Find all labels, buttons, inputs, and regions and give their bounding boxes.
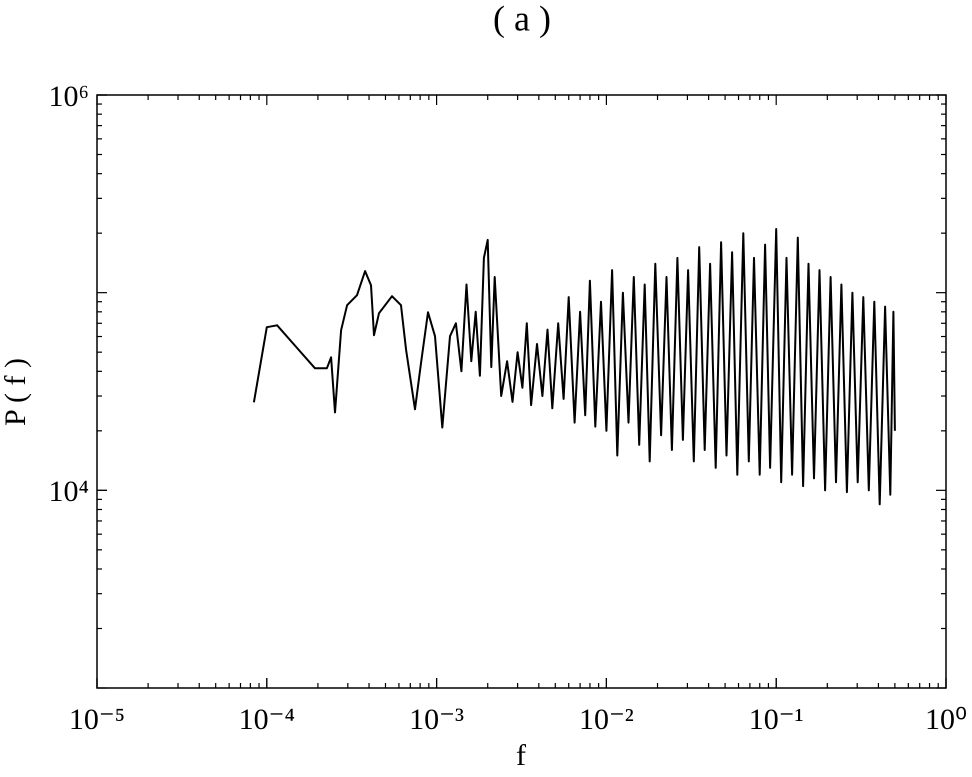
x-tick-label: 10⁻¹ (749, 703, 804, 736)
x-axis-label: f (516, 739, 526, 772)
y-axis-label: P ( f ) (0, 358, 32, 426)
chart-title: ( a ) (493, 0, 551, 38)
plot-frame (96, 94, 947, 689)
x-tick-label: 10⁻⁵ (69, 703, 125, 736)
x-tick-label: 10⁻⁴ (239, 703, 295, 736)
y-tick-label: 10⁶ (49, 80, 89, 113)
data-line (252, 228, 896, 506)
x-tick-label: 10⁻³ (409, 703, 464, 736)
x-tick-label: 10⁻² (579, 703, 634, 736)
x-tick-label: 10⁰ (925, 703, 967, 736)
y-tick-label: 10⁴ (49, 475, 89, 508)
